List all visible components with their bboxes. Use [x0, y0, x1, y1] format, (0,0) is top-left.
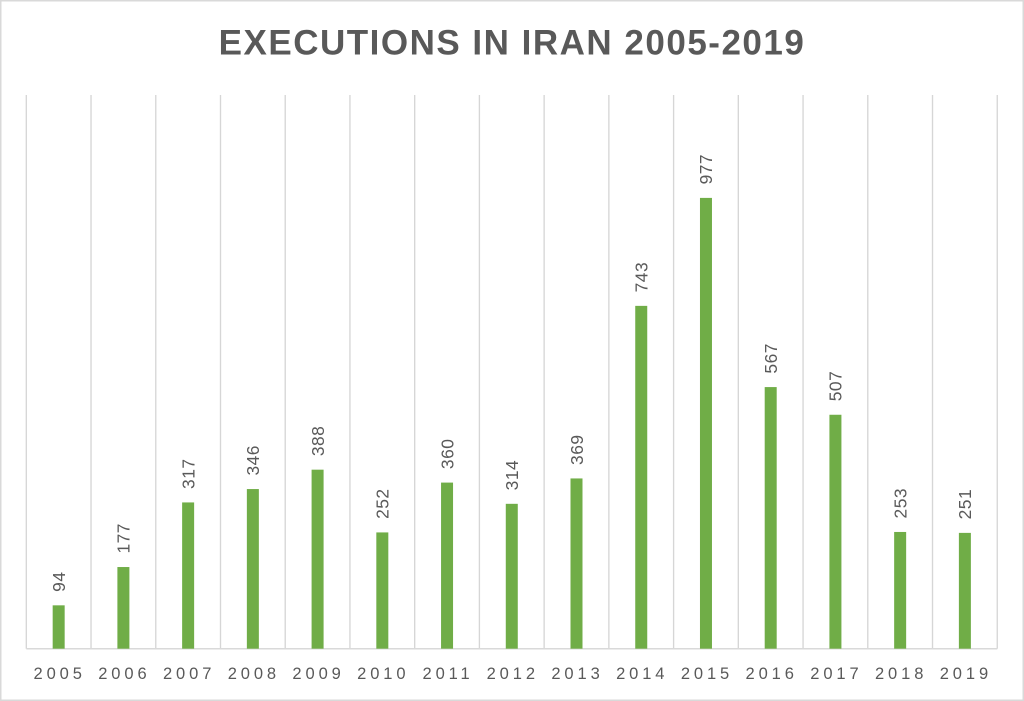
svg-text:251: 251	[955, 489, 975, 520]
svg-text:2014: 2014	[616, 665, 668, 683]
svg-text:2017: 2017	[810, 665, 862, 683]
svg-text:2011: 2011	[423, 665, 474, 683]
svg-text:2013: 2013	[551, 665, 603, 683]
svg-text:2006: 2006	[98, 665, 150, 683]
svg-text:567: 567	[761, 343, 781, 374]
svg-text:507: 507	[826, 371, 846, 402]
svg-text:2019: 2019	[940, 665, 992, 683]
svg-text:177: 177	[114, 523, 134, 554]
svg-text:2010: 2010	[357, 665, 409, 683]
svg-text:EXECUTIONS IN IRAN 2005-2019: EXECUTIONS IN IRAN 2005-2019	[219, 24, 806, 63]
svg-text:2016: 2016	[746, 665, 798, 683]
svg-text:2007: 2007	[163, 665, 215, 683]
svg-text:388: 388	[308, 426, 328, 457]
svg-text:253: 253	[890, 488, 910, 519]
svg-text:369: 369	[567, 434, 587, 465]
svg-text:2005: 2005	[34, 665, 86, 683]
svg-text:2018: 2018	[875, 665, 927, 683]
svg-text:360: 360	[437, 439, 457, 470]
svg-text:2015: 2015	[681, 665, 733, 683]
svg-text:2012: 2012	[487, 665, 539, 683]
svg-text:94: 94	[49, 571, 69, 591]
svg-text:346: 346	[243, 445, 263, 476]
svg-text:2008: 2008	[228, 665, 280, 683]
svg-text:743: 743	[632, 262, 652, 293]
svg-text:2009: 2009	[292, 665, 344, 683]
svg-text:317: 317	[178, 458, 198, 489]
svg-text:977: 977	[696, 154, 716, 185]
svg-text:252: 252	[373, 488, 393, 519]
svg-text:314: 314	[502, 460, 522, 491]
